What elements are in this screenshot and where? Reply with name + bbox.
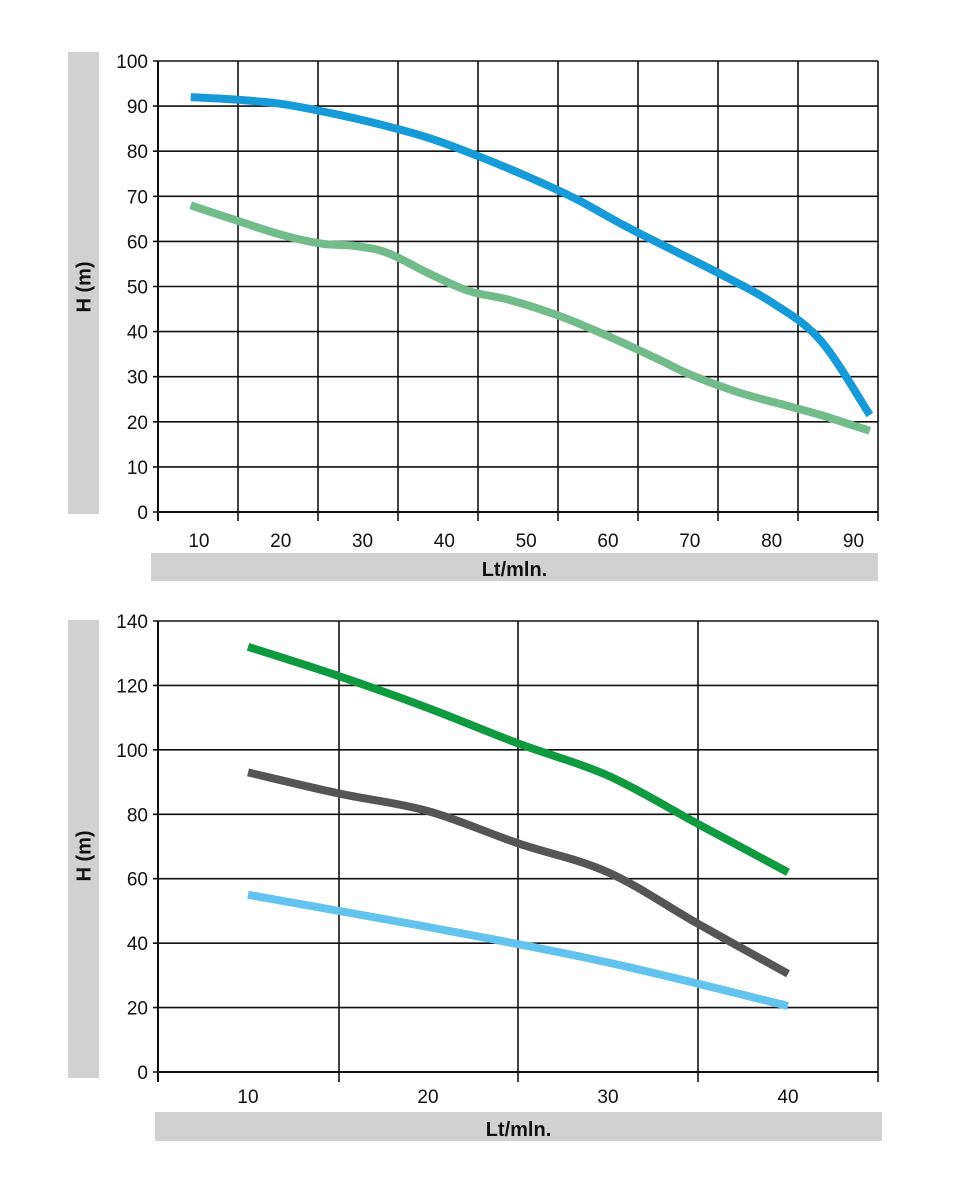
y-tick-label: 120 — [116, 676, 148, 697]
y-tick-label: 30 — [127, 368, 148, 389]
x-tick-label: 40 — [434, 531, 455, 552]
y-tick-label: 60 — [127, 232, 148, 253]
chart-2: 0 20 40 60 80 100 120 140 10 20 30 40 Lt/mln. H (m) — [68, 612, 882, 1141]
x-tick-label: 60 — [597, 531, 618, 552]
y-tick-label: 50 — [127, 278, 148, 299]
y-tick-label: 40 — [127, 323, 148, 344]
y-tick-label: 80 — [127, 805, 148, 826]
series-line-2 — [189, 201, 872, 435]
y-tick-label: 0 — [137, 503, 148, 524]
y-tick-label: 0 — [137, 1063, 148, 1084]
series-line-1 — [246, 642, 790, 876]
y-tick-label: 60 — [127, 870, 148, 891]
x-tick-label: 30 — [352, 531, 373, 552]
x-tick-label: 10 — [188, 531, 209, 552]
x-axis-label-band — [155, 1112, 882, 1141]
y-tick-label: 100 — [116, 741, 148, 762]
y-axis-label-band — [68, 620, 99, 1078]
x-tick-label: 20 — [417, 1087, 438, 1108]
y-axis-title: H (m) — [74, 261, 96, 312]
x-tick-label: 10 — [237, 1087, 258, 1108]
chart-1: 0 10 20 30 40 50 60 70 80 90 100 10 20 30 40 50 60 70 80 90… — [68, 52, 879, 581]
x-tick-label: 50 — [516, 531, 537, 552]
x-tick-label: 40 — [777, 1087, 798, 1108]
x-tick-label: 90 — [843, 531, 864, 552]
series-line-3 — [247, 890, 789, 1010]
y-tick-label: 140 — [116, 612, 148, 633]
y-tick-label: 100 — [116, 52, 148, 73]
series-line-2 — [247, 768, 790, 978]
x-tick-label: 20 — [270, 531, 291, 552]
x-tick-label: 80 — [761, 531, 782, 552]
x-axis-title: Lt/mln. — [482, 559, 548, 581]
y-tick-label: 70 — [127, 187, 148, 208]
x-tick-label: 70 — [679, 531, 700, 552]
x-axis-label-band — [151, 553, 878, 581]
y-axis-title: H (m) — [74, 830, 96, 881]
y-tick-label: 20 — [127, 999, 148, 1020]
y-tick-label: 20 — [127, 413, 148, 434]
y-tick-label: 90 — [127, 97, 148, 118]
y-tick-label: 40 — [127, 934, 148, 955]
y-tick-label: 10 — [127, 458, 148, 479]
y-axis-label-band — [68, 52, 99, 514]
series-line-1 — [190, 93, 874, 418]
x-tick-label: 30 — [597, 1087, 618, 1108]
y-tick-label: 80 — [127, 142, 148, 163]
x-axis-title: Lt/mln. — [486, 1119, 552, 1141]
